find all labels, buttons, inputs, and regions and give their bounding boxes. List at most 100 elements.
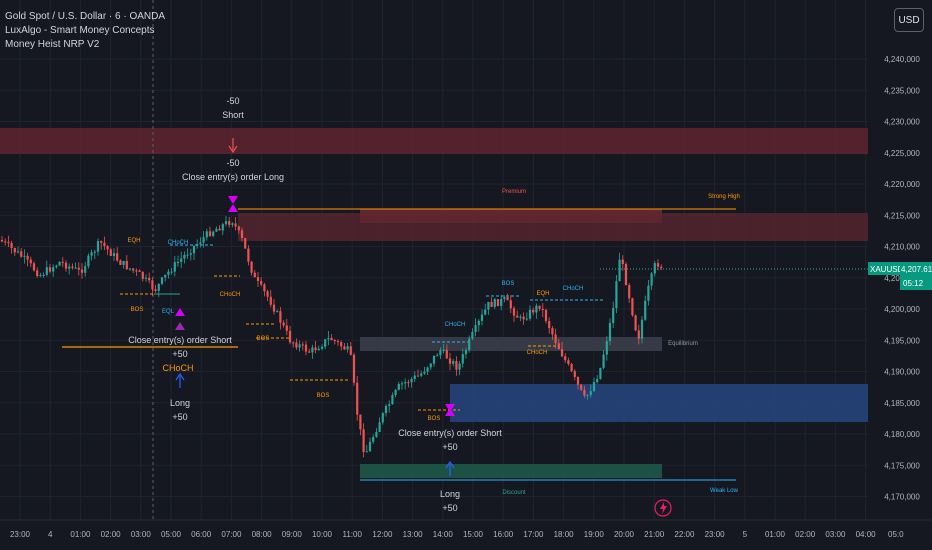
candle-body bbox=[407, 382, 410, 384]
candle-body bbox=[548, 321, 551, 329]
last-price-symbol: XAUUSD bbox=[870, 265, 904, 274]
candle-body bbox=[496, 299, 500, 307]
candle-body bbox=[288, 330, 292, 343]
candle-body bbox=[148, 277, 151, 281]
candle-body bbox=[650, 273, 653, 286]
candle-body bbox=[192, 245, 196, 254]
time-tick: 17:00 bbox=[523, 530, 544, 539]
candle-body bbox=[580, 384, 583, 390]
candle-body bbox=[618, 259, 621, 282]
candle-body bbox=[256, 277, 260, 282]
candle-body bbox=[208, 231, 212, 236]
candle-body bbox=[525, 318, 528, 320]
time-tick: 05:00 bbox=[161, 530, 182, 539]
candle-body bbox=[522, 316, 525, 320]
lightning-icon[interactable] bbox=[654, 499, 672, 517]
structure-markers bbox=[120, 244, 605, 411]
candle-body bbox=[112, 253, 116, 256]
candle-body bbox=[640, 319, 644, 339]
candle-body bbox=[36, 270, 39, 277]
candle-body bbox=[13, 247, 16, 253]
candle-body bbox=[445, 349, 448, 359]
bos-label: BOS bbox=[131, 307, 144, 313]
choch-label: CHoCH bbox=[445, 322, 466, 328]
candle-body bbox=[160, 277, 164, 284]
candle-body bbox=[106, 246, 109, 250]
candle-body bbox=[624, 264, 628, 286]
candle-body bbox=[84, 266, 87, 273]
candle-body bbox=[615, 281, 618, 309]
discount-zone bbox=[360, 464, 662, 478]
candle-body bbox=[90, 252, 93, 256]
candle-body bbox=[109, 249, 112, 256]
candle-body bbox=[240, 230, 244, 239]
long-amount-2: +50 bbox=[442, 503, 457, 513]
candle-body bbox=[311, 347, 314, 353]
candle-body bbox=[557, 343, 560, 350]
candle-body bbox=[324, 339, 327, 347]
candle-body bbox=[282, 322, 285, 326]
price-tick: 4,185,000 bbox=[884, 399, 920, 408]
candle-body bbox=[410, 378, 413, 383]
time-scale[interactable]: 23:00 4 01:00 02:00 03:00 05:00 06:00 07:00 08:0… bbox=[0, 519, 932, 550]
equilibrium-label: Equilibrium bbox=[668, 341, 698, 347]
choch-strategy-label: CHoCH bbox=[162, 363, 193, 373]
candle-body bbox=[570, 363, 573, 372]
time-tick: 08:00 bbox=[252, 530, 273, 539]
candle-body bbox=[461, 354, 464, 364]
time-tick: 16:00 bbox=[493, 530, 514, 539]
candle-body bbox=[80, 269, 84, 273]
time-tick: 14:00 bbox=[433, 530, 454, 539]
short-label: Short bbox=[222, 110, 244, 120]
long-label-2: Long bbox=[440, 489, 460, 499]
time-tick: 09:00 bbox=[282, 530, 303, 539]
time-tick: 01:00 bbox=[70, 530, 91, 539]
candle-body bbox=[154, 289, 157, 291]
candle-body bbox=[647, 285, 650, 301]
candle-body bbox=[586, 394, 589, 396]
close-short-label-2: Close entry(s) order Short bbox=[398, 428, 502, 438]
candle-body bbox=[372, 436, 375, 442]
candle-body bbox=[452, 361, 455, 364]
time-tick: 04:00 bbox=[856, 530, 877, 539]
price-tick: 4,195,000 bbox=[884, 336, 920, 345]
candle-body bbox=[269, 296, 272, 305]
candle-body bbox=[480, 314, 484, 321]
candle-body bbox=[541, 308, 544, 311]
candle-body bbox=[589, 391, 592, 395]
candle-body bbox=[602, 354, 605, 369]
candle-body bbox=[621, 259, 624, 265]
candle-body bbox=[628, 285, 631, 299]
strategy-arrows bbox=[175, 138, 455, 476]
price-tick: 4,175,000 bbox=[884, 461, 920, 470]
short-amount: -50 bbox=[226, 96, 239, 106]
candle-body bbox=[151, 280, 154, 290]
price-tick: 4,230,000 bbox=[884, 118, 920, 127]
eql-label: EQL bbox=[162, 309, 175, 315]
bar-countdown: 05:12 bbox=[903, 279, 924, 288]
time-tick: 02:00 bbox=[101, 530, 122, 539]
candle-body bbox=[224, 221, 228, 225]
candle-body bbox=[605, 341, 608, 355]
candle-body bbox=[189, 253, 192, 255]
currency-button[interactable]: USD bbox=[894, 8, 924, 32]
choch-label: CHoCH bbox=[168, 240, 189, 246]
symbol-title[interactable]: Gold Spot / U.S. Dollar · 6 · OANDA bbox=[5, 11, 166, 22]
candle-body bbox=[359, 414, 362, 430]
close-short-amount-1: +50 bbox=[172, 349, 187, 359]
time-tick: 12:00 bbox=[372, 530, 393, 539]
price-tick: 4,180,000 bbox=[884, 430, 920, 439]
close-short-label-1: Close entry(s) order Short bbox=[128, 335, 232, 345]
demand-block bbox=[450, 384, 868, 422]
supply-zone-top bbox=[0, 128, 868, 154]
last-price-value: 4,207.615 bbox=[901, 265, 932, 274]
candle-body bbox=[564, 356, 567, 361]
bos-label: BOS bbox=[257, 336, 270, 342]
price-tick: 4,215,000 bbox=[884, 211, 920, 220]
price-scale[interactable]: 4,240,000 4,235,000 4,230,000 4,225,000 4,22… bbox=[868, 0, 932, 520]
candle-body bbox=[567, 360, 570, 364]
close-long-amount: -50 bbox=[226, 158, 239, 168]
indicator-smc[interactable]: LuxAlgo - Smart Money Concepts bbox=[5, 25, 155, 36]
indicator-money-heist[interactable]: Money Heist NRP V2 bbox=[5, 39, 100, 50]
